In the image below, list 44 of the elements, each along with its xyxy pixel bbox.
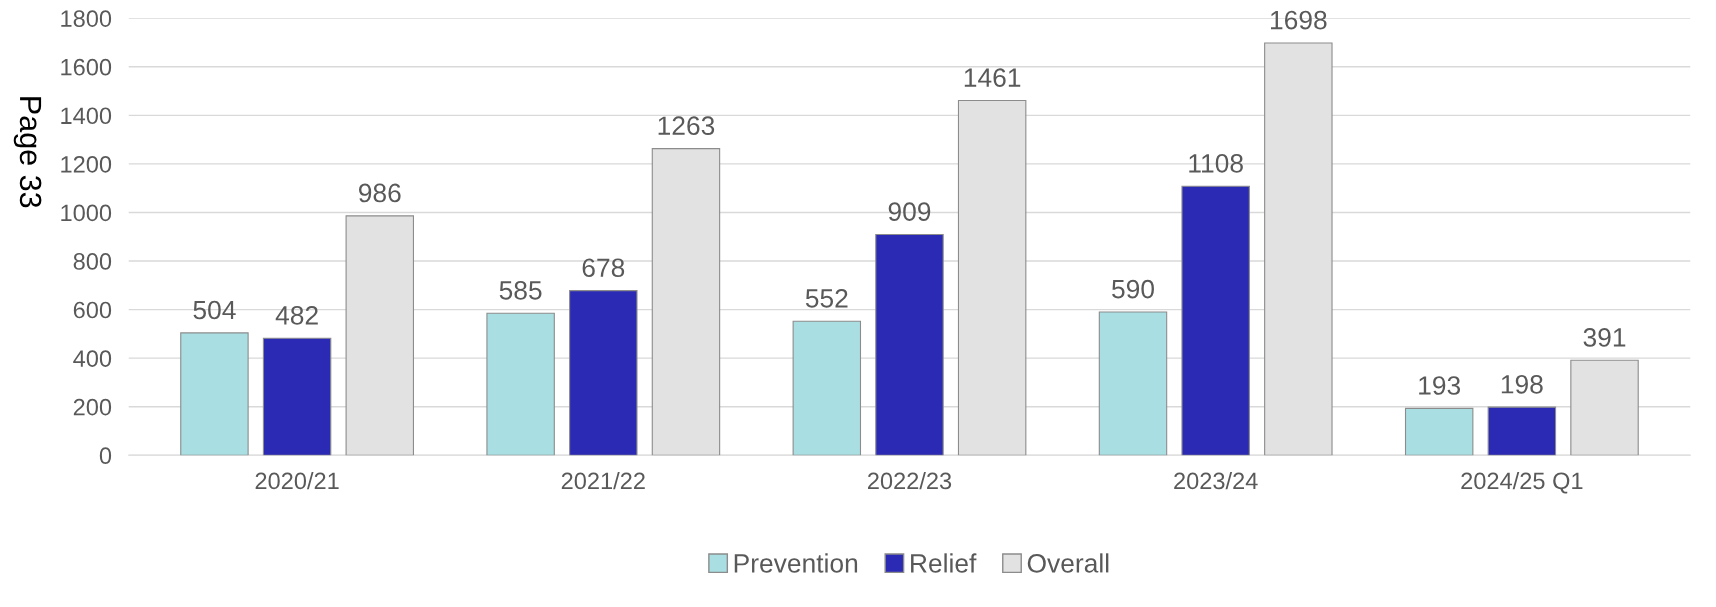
y-tick-label: 600 xyxy=(73,301,112,319)
data-label: 1263 xyxy=(658,116,715,136)
data-label: 552 xyxy=(805,288,848,308)
bar xyxy=(792,320,862,456)
bar xyxy=(569,290,638,456)
data-label: 1461 xyxy=(964,68,1021,87)
bar xyxy=(180,332,249,456)
x-tick-label: 2022/23 xyxy=(868,471,952,490)
y-tick-label: 1000 xyxy=(61,204,112,222)
x-tick-label: 2020/21 xyxy=(255,471,339,490)
data-label: 391 xyxy=(1583,328,1626,347)
bar xyxy=(262,337,332,456)
data-label: 1108 xyxy=(1189,153,1243,173)
data-label: 986 xyxy=(359,183,401,203)
bar xyxy=(1404,407,1474,456)
legend-label: Relief xyxy=(911,553,977,573)
data-label: 585 xyxy=(499,280,542,300)
y-tick-label: 800 xyxy=(73,253,112,270)
data-label: 909 xyxy=(888,202,931,221)
data-label: 1698 xyxy=(1271,10,1327,30)
bar xyxy=(875,233,944,456)
y-tick-label: 1400 xyxy=(61,107,112,125)
y-tick-label: 200 xyxy=(73,398,112,416)
data-label: 504 xyxy=(193,300,236,320)
bar xyxy=(1098,311,1168,456)
data-label: 590 xyxy=(1112,279,1154,299)
data-label: 193 xyxy=(1419,376,1461,395)
y-tick-label: 1600 xyxy=(61,58,112,76)
data-label: 678 xyxy=(582,258,625,278)
data-label: 198 xyxy=(1501,374,1543,394)
bar xyxy=(1181,185,1250,456)
legend-label: Prevention xyxy=(734,553,858,573)
bar xyxy=(1487,406,1557,456)
y-tick-label: 1800 xyxy=(61,10,112,27)
data-label: 482 xyxy=(275,305,318,325)
x-tick-label: 2023/24 xyxy=(1174,471,1258,490)
y-tick-label: 0 xyxy=(99,447,112,465)
legend-label: Overall xyxy=(1027,553,1109,573)
text: Page 33 xyxy=(13,97,42,208)
y-tick-label: 1200 xyxy=(61,155,112,173)
x-tick-label: 2024/25 Q1 xyxy=(1461,471,1583,494)
x-tick-label: 2021/22 xyxy=(561,471,645,490)
bar xyxy=(486,312,555,456)
y-tick-label: 400 xyxy=(73,350,112,367)
